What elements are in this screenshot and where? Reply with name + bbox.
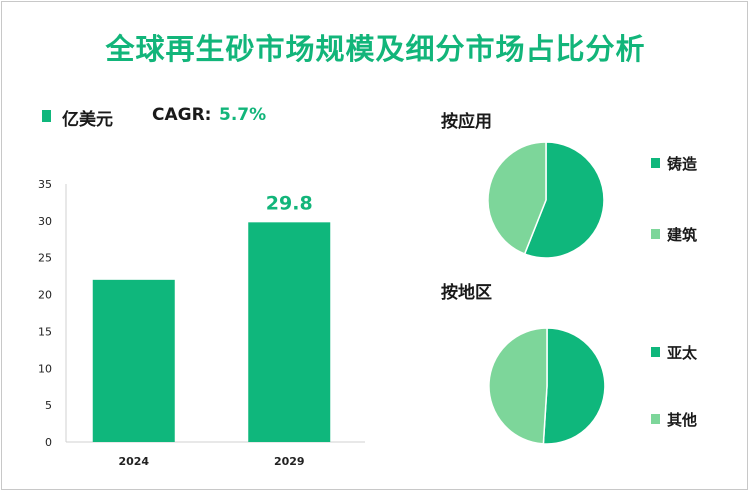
pie-application-title: 按应用 [441,112,492,132]
pie-region-title: 按地区 [441,283,492,303]
legend-marker-apac [651,347,660,357]
legend-label-construction: 建筑 [667,226,698,244]
legend-label-other: 其他 [667,411,698,429]
pie-application-slice-2 [487,141,547,255]
legend-marker-other [651,414,660,424]
x-tick-label: 2029 [274,455,305,468]
y-tick-label: 0 [45,436,52,449]
cagr-label: CAGR: [152,105,212,125]
bar-2029 [248,222,331,442]
pie-region-slice-1 [542,327,606,445]
legend-label-apac: 亚太 [667,344,698,362]
legend-label-casting: 铸造 [667,155,698,173]
y-tick-label: 10 [38,362,52,375]
x-tick-label: 2024 [118,455,149,468]
pie-region-slice-2 [488,327,548,445]
data-label-2029: 29.8 [266,192,313,214]
bar-2024 [92,279,175,442]
legend-marker-construction [651,229,660,239]
cagr-value: 5.7% [219,105,267,125]
unit-legend-marker [42,110,51,122]
y-tick-label: 35 [38,178,52,191]
y-tick-label: 25 [38,252,52,265]
y-tick-label: 15 [38,325,52,338]
y-tick-label: 30 [38,215,52,228]
pie-application-slice-1 [523,141,605,259]
y-tick-label: 5 [45,399,52,412]
y-tick-label: 20 [38,289,52,302]
chart-title: 全球再生砂市场规模及细分市场占比分析 [105,32,646,66]
legend-marker-casting [651,158,660,168]
unit-label: 亿美元 [62,110,113,130]
